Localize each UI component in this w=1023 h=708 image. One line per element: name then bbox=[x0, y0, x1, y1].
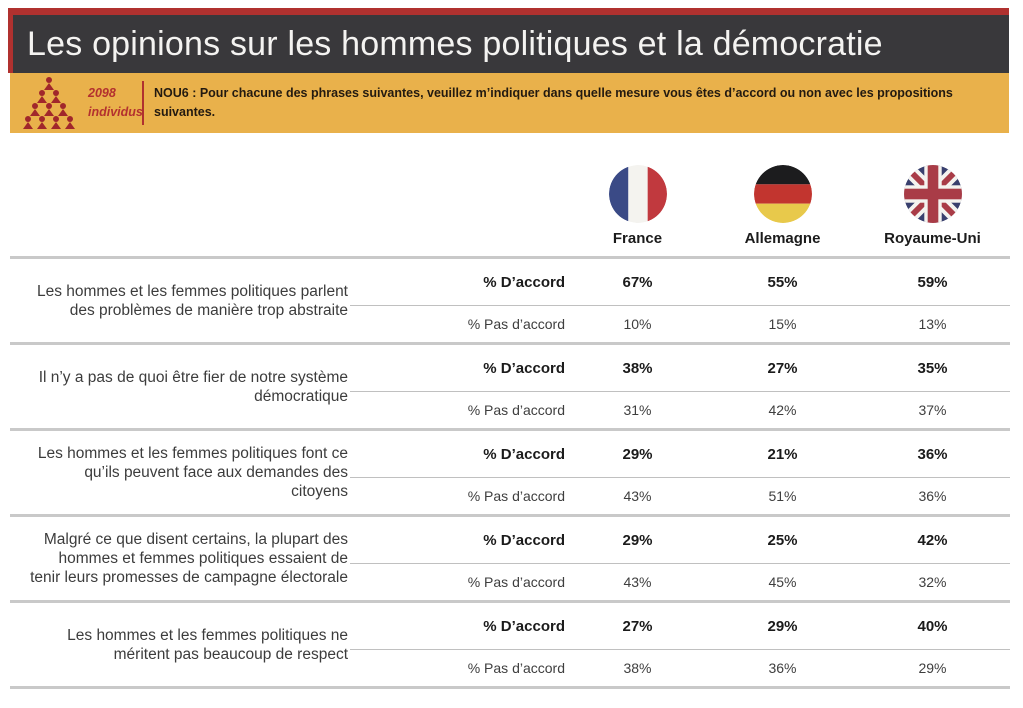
value-uk-agree: 35% bbox=[917, 359, 948, 377]
column-header-royaume-uni: Royaume-Uni bbox=[855, 165, 1010, 247]
agree-label: % D’accord bbox=[483, 445, 565, 463]
germany-flag-icon bbox=[753, 165, 812, 223]
spacer bbox=[350, 165, 565, 247]
value-uk-disagree: 32% bbox=[855, 563, 1010, 600]
survey-question: NOU6 : Pour chacune des phrases suivante… bbox=[154, 85, 953, 119]
value-france-agree: 67% bbox=[622, 273, 653, 291]
value-france-agree: 38% bbox=[622, 359, 653, 377]
value-uk-disagree: 29% bbox=[855, 649, 1010, 686]
sample-unit: individus bbox=[88, 105, 143, 119]
question-band: 2098 individus NOU6 : Pour chacune des p… bbox=[10, 73, 1009, 133]
country-label: Royaume-Uni bbox=[884, 230, 981, 247]
value-germany-agree: 55% bbox=[767, 273, 798, 291]
statement: Les hommes et les femmes politiques font… bbox=[37, 445, 348, 500]
sample-size: 2098 individus bbox=[88, 84, 143, 122]
value-france-agree: 27% bbox=[622, 617, 653, 635]
value-france-agree: 29% bbox=[622, 445, 653, 463]
results-table: France Allemagne bbox=[10, 165, 1010, 689]
agree-label: % D’accord bbox=[483, 531, 565, 549]
table-row: Les hommes et les femmes politiques ne m… bbox=[10, 603, 1010, 689]
value-germany-disagree: 45% bbox=[710, 563, 855, 600]
table-row: Les hommes et les femmes politiques parl… bbox=[10, 259, 1010, 345]
disagree-label: % Pas d’accord bbox=[350, 563, 565, 600]
statement: Les hommes et les femmes politiques parl… bbox=[36, 282, 348, 319]
divider bbox=[142, 81, 144, 125]
value-uk-disagree: 37% bbox=[855, 391, 1010, 428]
value-uk-disagree: 36% bbox=[855, 477, 1010, 514]
title-bar-inner: Les opinions sur les hommes politiques e… bbox=[13, 15, 1009, 73]
value-france-agree: 29% bbox=[622, 531, 653, 549]
disagree-label: % Pas d’accord bbox=[350, 305, 565, 342]
disagree-label: % Pas d’accord bbox=[350, 649, 565, 686]
table-row: Il n’y a pas de quoi être fier de notre … bbox=[10, 345, 1010, 431]
value-france-disagree: 43% bbox=[565, 563, 710, 600]
agree-label: % D’accord bbox=[483, 359, 565, 377]
value-uk-agree: 42% bbox=[917, 531, 948, 549]
value-france-disagree: 38% bbox=[565, 649, 710, 686]
disagree-label: % Pas d’accord bbox=[350, 477, 565, 514]
france-flag-icon bbox=[608, 165, 667, 223]
value-uk-agree: 36% bbox=[917, 445, 948, 463]
value-germany-disagree: 15% bbox=[710, 305, 855, 342]
agree-label: % D’accord bbox=[483, 273, 565, 291]
value-germany-agree: 21% bbox=[767, 445, 798, 463]
value-germany-agree: 27% bbox=[767, 359, 798, 377]
value-france-disagree: 31% bbox=[565, 391, 710, 428]
page-title: Les opinions sur les hommes politiques e… bbox=[27, 24, 883, 63]
statement: Malgré ce que disent certains, la plupar… bbox=[30, 531, 348, 586]
agree-label: % D’accord bbox=[483, 617, 565, 635]
value-germany-disagree: 36% bbox=[710, 649, 855, 686]
value-france-disagree: 43% bbox=[565, 477, 710, 514]
country-label: France bbox=[612, 230, 663, 247]
value-germany-agree: 29% bbox=[767, 617, 798, 635]
spacer bbox=[10, 165, 350, 247]
sample-count: 2098 bbox=[88, 86, 116, 101]
value-germany-disagree: 51% bbox=[710, 477, 855, 514]
table-row: Malgré ce que disent certains, la plupar… bbox=[10, 517, 1010, 603]
country-label: Allemagne bbox=[744, 230, 821, 247]
value-uk-agree: 59% bbox=[917, 273, 948, 291]
value-uk-agree: 40% bbox=[917, 617, 948, 635]
value-france-disagree: 10% bbox=[565, 305, 710, 342]
value-germany-agree: 25% bbox=[767, 531, 798, 549]
people-pyramid-icon bbox=[10, 75, 88, 131]
disagree-label: % Pas d’accord bbox=[350, 391, 565, 428]
title-bar: Les opinions sur les hommes politiques e… bbox=[8, 8, 1009, 73]
column-header-france: France bbox=[565, 165, 710, 247]
uk-flag-icon bbox=[903, 165, 962, 223]
value-uk-disagree: 13% bbox=[855, 305, 1010, 342]
table-header-row: France Allemagne bbox=[10, 165, 1010, 259]
table-row: Les hommes et les femmes politiques font… bbox=[10, 431, 1010, 517]
column-header-allemagne: Allemagne bbox=[710, 165, 855, 247]
statement: Les hommes et les femmes politiques ne m… bbox=[67, 626, 348, 663]
value-germany-disagree: 42% bbox=[710, 391, 855, 428]
statement: Il n’y a pas de quoi être fier de notre … bbox=[38, 368, 348, 405]
